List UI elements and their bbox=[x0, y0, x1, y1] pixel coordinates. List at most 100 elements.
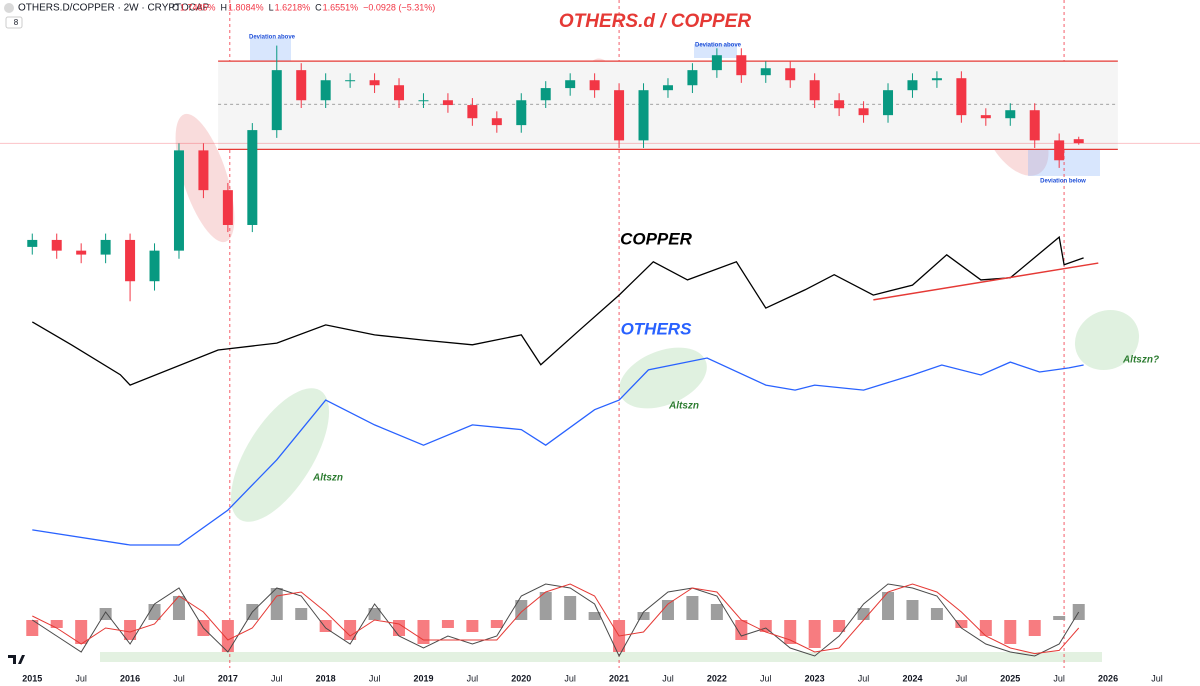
histogram-bar bbox=[1004, 620, 1017, 644]
annotation: Altszn bbox=[312, 473, 343, 484]
x-tick-label: 2017 bbox=[218, 673, 238, 683]
series-line bbox=[31, 235, 1084, 386]
ohlc-key: H bbox=[221, 2, 228, 12]
annotation: Altszn bbox=[668, 401, 699, 412]
histogram-bar bbox=[172, 596, 185, 620]
histogram-bar bbox=[319, 620, 332, 632]
series-line bbox=[32, 357, 1084, 546]
x-tick-label: Jul bbox=[369, 673, 381, 683]
candle-body bbox=[638, 90, 649, 141]
ohlc: O 1.7485% H 1.8084% L 1.6218% C 1.6551% −0.0928 … bbox=[172, 2, 435, 12]
x-tick-label: Jul bbox=[173, 673, 185, 683]
symbol: OTHERS.D/COPPER · 2W · CRYPTOCAP bbox=[18, 3, 210, 14]
candle-body bbox=[345, 80, 356, 82]
candle-body bbox=[1073, 139, 1084, 144]
osc-line bbox=[32, 583, 1080, 658]
x-tick-label: Jul bbox=[271, 673, 283, 683]
histogram-bar bbox=[75, 620, 88, 644]
x-tick-label: Jul bbox=[760, 673, 772, 683]
histogram-bar bbox=[882, 592, 895, 620]
ohlc-key: C bbox=[315, 2, 322, 12]
histogram-bar bbox=[637, 612, 650, 620]
x-tick-label: 2024 bbox=[902, 673, 922, 683]
ohlc-key: O bbox=[172, 2, 179, 12]
histogram-bar bbox=[490, 620, 503, 628]
candle-body bbox=[589, 80, 600, 91]
candle-body bbox=[369, 80, 380, 86]
candle-body bbox=[736, 55, 747, 76]
histogram-bar bbox=[539, 592, 552, 620]
range-band bbox=[218, 61, 1118, 150]
series-title: COPPER bbox=[620, 229, 693, 248]
candle-body bbox=[834, 100, 845, 109]
candle-body bbox=[785, 68, 796, 81]
trendline bbox=[873, 262, 1099, 301]
annotation: Deviation above bbox=[249, 35, 296, 41]
x-tick-label: 2022 bbox=[707, 673, 727, 683]
x-tick-label: 2015 bbox=[22, 673, 42, 683]
histogram-bar bbox=[661, 600, 674, 620]
candle-body bbox=[809, 80, 820, 101]
histogram-bar bbox=[906, 600, 919, 620]
symbol-icon bbox=[4, 3, 14, 13]
candle-body bbox=[565, 80, 576, 89]
x-tick-label: 2026 bbox=[1098, 673, 1118, 683]
candle-body bbox=[1029, 110, 1040, 141]
histogram-bar bbox=[295, 608, 308, 620]
histogram-bar bbox=[588, 612, 601, 620]
osc-line bbox=[32, 583, 1080, 655]
candle-body bbox=[931, 78, 942, 81]
histogram-bar bbox=[393, 620, 406, 636]
badge-box[interactable] bbox=[5, 16, 23, 29]
annotation: Altszn? bbox=[1122, 355, 1159, 366]
x-tick-label: 2023 bbox=[805, 673, 825, 683]
ohlc-value: 1.7485% bbox=[180, 2, 216, 12]
x-tick-label: Jul bbox=[564, 673, 576, 683]
x-tick-label: 2021 bbox=[609, 673, 629, 683]
badge[interactable]: 8 bbox=[14, 18, 19, 27]
osc-band bbox=[100, 652, 1102, 662]
candle-body bbox=[662, 85, 673, 91]
histogram-bar bbox=[979, 620, 992, 636]
candle-body bbox=[271, 70, 282, 131]
candle-body bbox=[907, 80, 918, 91]
histogram-bar bbox=[124, 620, 137, 640]
histogram-bar bbox=[833, 620, 846, 632]
deviation-box bbox=[694, 44, 737, 58]
candle-body bbox=[247, 130, 258, 225]
histogram-bar bbox=[50, 620, 63, 628]
histogram-bar bbox=[441, 620, 454, 628]
histogram-bar bbox=[466, 620, 479, 632]
histogram-bar bbox=[368, 608, 381, 620]
candle-body bbox=[858, 108, 869, 116]
histogram-bar bbox=[686, 596, 699, 620]
candle-body bbox=[76, 250, 87, 255]
chart-title: OTHERS.d / COPPER bbox=[559, 11, 751, 32]
x-tick-label: Jul bbox=[858, 673, 870, 683]
candle-body bbox=[467, 105, 478, 119]
logo-mark bbox=[8, 655, 25, 664]
x-tick-label: 2019 bbox=[413, 673, 433, 683]
x-tick-label: 2025 bbox=[1000, 673, 1020, 683]
histogram-bar bbox=[710, 604, 723, 620]
histogram-bar bbox=[26, 620, 39, 636]
candle-body bbox=[418, 100, 429, 102]
histogram-bar bbox=[1053, 616, 1066, 620]
candle-body bbox=[198, 150, 209, 191]
annotation: Deviation below bbox=[1040, 179, 1086, 185]
series-title: OTHERS bbox=[621, 319, 693, 338]
ohlc-value: 1.6218% bbox=[275, 2, 311, 12]
candle-body bbox=[614, 90, 625, 141]
candle-body bbox=[296, 70, 307, 101]
change: −0.0928 (−5.31%) bbox=[363, 2, 435, 12]
candle-body bbox=[760, 68, 771, 76]
x-tick-label: Jul bbox=[1151, 673, 1163, 683]
deviation-box bbox=[250, 38, 291, 62]
logo bbox=[8, 655, 25, 664]
histogram-bar bbox=[1028, 620, 1041, 636]
candle-body bbox=[491, 118, 502, 126]
candle-body bbox=[687, 70, 698, 86]
ohlc-value: 1.6551% bbox=[323, 2, 359, 12]
